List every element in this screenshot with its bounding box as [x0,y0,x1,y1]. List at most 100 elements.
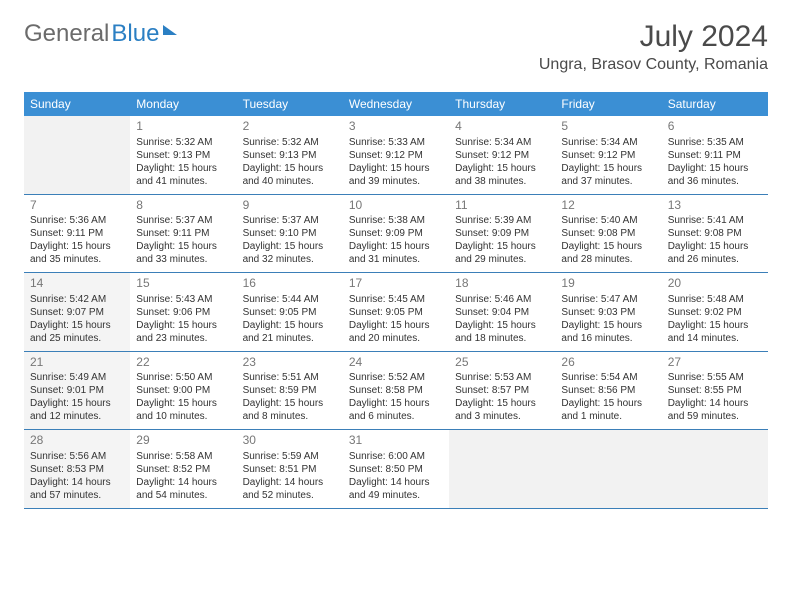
daylight-text: Daylight: 15 hours and 41 minutes. [136,162,230,188]
sunrise-text: Sunrise: 5:34 AM [455,136,549,149]
sunrise-text: Sunrise: 5:37 AM [136,214,230,227]
sunset-text: Sunset: 9:06 PM [136,306,230,319]
daylight-text: Daylight: 15 hours and 39 minutes. [349,162,443,188]
daylight-text: Daylight: 15 hours and 1 minute. [561,397,655,423]
day-number: 25 [455,355,549,371]
week-row: 7Sunrise: 5:36 AMSunset: 9:11 PMDaylight… [24,195,768,274]
sunset-text: Sunset: 9:11 PM [30,227,124,240]
daylight-text: Daylight: 15 hours and 12 minutes. [30,397,124,423]
empty-cell [662,430,768,508]
day-cell: 28Sunrise: 5:56 AMSunset: 8:53 PMDayligh… [24,430,130,508]
day-header-row: SundayMondayTuesdayWednesdayThursdayFrid… [24,92,768,116]
daylight-text: Daylight: 15 hours and 25 minutes. [30,319,124,345]
day-cell: 2Sunrise: 5:32 AMSunset: 9:13 PMDaylight… [237,116,343,194]
day-cell: 17Sunrise: 5:45 AMSunset: 9:05 PMDayligh… [343,273,449,351]
sunrise-text: Sunrise: 5:36 AM [30,214,124,227]
sunrise-text: Sunrise: 5:33 AM [349,136,443,149]
daylight-text: Daylight: 15 hours and 36 minutes. [668,162,762,188]
daylight-text: Daylight: 15 hours and 16 minutes. [561,319,655,345]
sunrise-text: Sunrise: 6:00 AM [349,450,443,463]
day-number: 1 [136,119,230,135]
sunset-text: Sunset: 9:12 PM [349,149,443,162]
day-number: 4 [455,119,549,135]
day-header: Saturday [662,92,768,116]
empty-cell [555,430,661,508]
daylight-text: Daylight: 15 hours and 26 minutes. [668,240,762,266]
daylight-text: Daylight: 15 hours and 35 minutes. [30,240,124,266]
sunrise-text: Sunrise: 5:52 AM [349,371,443,384]
calendar: SundayMondayTuesdayWednesdayThursdayFrid… [24,92,768,509]
day-cell: 14Sunrise: 5:42 AMSunset: 9:07 PMDayligh… [24,273,130,351]
week-row: 14Sunrise: 5:42 AMSunset: 9:07 PMDayligh… [24,273,768,352]
day-number: 27 [668,355,762,371]
day-number: 16 [243,276,337,292]
sunset-text: Sunset: 9:13 PM [136,149,230,162]
sunset-text: Sunset: 9:05 PM [243,306,337,319]
day-number: 9 [243,198,337,214]
sunset-text: Sunset: 8:59 PM [243,384,337,397]
daylight-text: Daylight: 14 hours and 52 minutes. [243,476,337,502]
day-header: Wednesday [343,92,449,116]
daylight-text: Daylight: 15 hours and 23 minutes. [136,319,230,345]
sunset-text: Sunset: 8:58 PM [349,384,443,397]
day-cell: 7Sunrise: 5:36 AMSunset: 9:11 PMDaylight… [24,195,130,273]
sunset-text: Sunset: 9:12 PM [455,149,549,162]
day-number: 17 [349,276,443,292]
day-cell: 15Sunrise: 5:43 AMSunset: 9:06 PMDayligh… [130,273,236,351]
day-header: Sunday [24,92,130,116]
daylight-text: Daylight: 14 hours and 59 minutes. [668,397,762,423]
sunrise-text: Sunrise: 5:37 AM [243,214,337,227]
day-number: 31 [349,433,443,449]
day-header: Thursday [449,92,555,116]
day-number: 29 [136,433,230,449]
day-cell: 9Sunrise: 5:37 AMSunset: 9:10 PMDaylight… [237,195,343,273]
daylight-text: Daylight: 14 hours and 54 minutes. [136,476,230,502]
day-header: Friday [555,92,661,116]
daylight-text: Daylight: 15 hours and 32 minutes. [243,240,337,266]
week-row: 1Sunrise: 5:32 AMSunset: 9:13 PMDaylight… [24,116,768,195]
sunset-text: Sunset: 8:52 PM [136,463,230,476]
day-cell: 11Sunrise: 5:39 AMSunset: 9:09 PMDayligh… [449,195,555,273]
logo-text-blue: Blue [111,20,159,48]
sunrise-text: Sunrise: 5:44 AM [243,293,337,306]
day-number: 2 [243,119,337,135]
daylight-text: Daylight: 14 hours and 49 minutes. [349,476,443,502]
empty-cell [449,430,555,508]
day-cell: 31Sunrise: 6:00 AMSunset: 8:50 PMDayligh… [343,430,449,508]
daylight-text: Daylight: 15 hours and 29 minutes. [455,240,549,266]
daylight-text: Daylight: 15 hours and 14 minutes. [668,319,762,345]
sunset-text: Sunset: 9:10 PM [243,227,337,240]
sunset-text: Sunset: 9:02 PM [668,306,762,319]
daylight-text: Daylight: 15 hours and 37 minutes. [561,162,655,188]
sunrise-text: Sunrise: 5:59 AM [243,450,337,463]
sunset-text: Sunset: 8:51 PM [243,463,337,476]
day-number: 23 [243,355,337,371]
day-number: 21 [30,355,124,371]
sunrise-text: Sunrise: 5:41 AM [668,214,762,227]
sunrise-text: Sunrise: 5:38 AM [349,214,443,227]
sunrise-text: Sunrise: 5:56 AM [30,450,124,463]
title-block: July 2024 Ungra, Brasov County, Romania [539,20,768,74]
sunset-text: Sunset: 9:08 PM [561,227,655,240]
logo-text-gray: General [24,20,109,48]
day-cell: 12Sunrise: 5:40 AMSunset: 9:08 PMDayligh… [555,195,661,273]
day-number: 13 [668,198,762,214]
sunrise-text: Sunrise: 5:47 AM [561,293,655,306]
day-number: 22 [136,355,230,371]
day-number: 11 [455,198,549,214]
sunrise-text: Sunrise: 5:48 AM [668,293,762,306]
day-number: 28 [30,433,124,449]
day-cell: 10Sunrise: 5:38 AMSunset: 9:09 PMDayligh… [343,195,449,273]
daylight-text: Daylight: 15 hours and 6 minutes. [349,397,443,423]
daylight-text: Daylight: 15 hours and 20 minutes. [349,319,443,345]
day-cell: 16Sunrise: 5:44 AMSunset: 9:05 PMDayligh… [237,273,343,351]
header: GeneralBlue July 2024 Ungra, Brasov Coun… [24,20,768,74]
daylight-text: Daylight: 15 hours and 18 minutes. [455,319,549,345]
sunset-text: Sunset: 8:55 PM [668,384,762,397]
day-number: 5 [561,119,655,135]
day-header: Monday [130,92,236,116]
sunrise-text: Sunrise: 5:32 AM [243,136,337,149]
day-number: 15 [136,276,230,292]
day-number: 6 [668,119,762,135]
day-number: 12 [561,198,655,214]
